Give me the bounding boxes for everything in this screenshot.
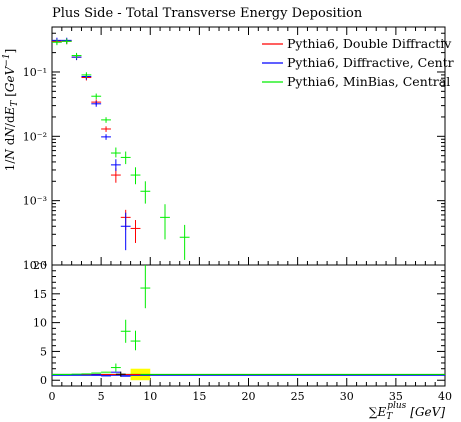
upper-point-2 (120, 151, 131, 165)
lower-series-group (52, 265, 445, 381)
lower-point-2 (140, 265, 151, 309)
upper-point-2 (52, 39, 62, 46)
upper-point-2 (160, 204, 170, 240)
upper-point-2 (101, 117, 111, 123)
upper-tick-label: 10⁻² (23, 130, 47, 143)
upper-point-1 (101, 134, 111, 140)
upper-point-2 (61, 38, 72, 45)
lower-tick-label: 20 (33, 259, 47, 272)
lower-tick-label: 5 (40, 345, 47, 358)
legend-label: Pythia6, Double Diffractiv (287, 36, 452, 51)
upper-point-0 (101, 126, 111, 132)
x-axis-label: ∑ETplus [GeV] (369, 401, 445, 422)
lower-point-2 (110, 363, 121, 372)
x-tick-label: 30 (340, 390, 354, 403)
x-tick-label: 10 (143, 390, 157, 403)
x-tick-label: 25 (291, 390, 305, 403)
upper-point-2 (81, 72, 92, 78)
lower-tick-label: 15 (33, 288, 47, 301)
lower-reference-point (115, 371, 126, 377)
lower-point-2 (130, 330, 141, 351)
x-tick-label: 35 (389, 390, 403, 403)
y-axis-label: 1/N dN/dET [GeV−1] (2, 49, 20, 172)
upper-tick-label: 10⁻⁴ (23, 259, 48, 272)
upper-point-1 (110, 159, 121, 171)
x-tick-label: 15 (192, 390, 206, 403)
upper-point-0 (130, 220, 141, 243)
upper-point-1 (91, 101, 102, 107)
upper-point-2 (91, 93, 102, 100)
x-tick-label: 40 (438, 390, 452, 403)
legend: Pythia6, Double Diffractiv Pythia6, Diffr… (262, 36, 454, 89)
upper-tick-label: 10⁻³ (23, 195, 47, 208)
legend-entry: Pythia6, MinBias, Central (262, 74, 450, 89)
upper-point-2 (179, 224, 190, 260)
legend-label: Pythia6, Diffractive, Centr (287, 55, 454, 70)
legend-entry: Pythia6, Diffractive, Centr (262, 55, 454, 70)
upper-point-2 (110, 147, 121, 158)
chart-title: Plus Side - Total Transverse Energy Depo… (52, 6, 363, 21)
x-tick-label: 5 (98, 390, 105, 403)
x-tick-label: 20 (242, 390, 256, 403)
x-ticks: 0 5 10 15 20 25 30 35 40 (49, 27, 452, 403)
x-tick-label: 0 (49, 390, 56, 403)
upper-point-1 (120, 212, 131, 251)
lower-point-2 (120, 319, 131, 343)
upper-tick-label: 10⁻¹ (23, 66, 47, 79)
lower-y-ticks: 0 5 10 15 20 (33, 259, 445, 387)
upper-point-2 (130, 167, 141, 185)
upper-y-ticks: 10⁻⁴ 10⁻³ 10⁻² 10⁻¹ (23, 26, 445, 272)
upper-series-group (52, 37, 190, 260)
lower-tick-label: 10 (33, 317, 47, 330)
upper-point-2 (140, 181, 151, 204)
legend-label: Pythia6, MinBias, Central (287, 74, 450, 89)
legend-entry: Pythia6, Double Diffractiv (262, 36, 452, 51)
upper-point-2 (71, 52, 82, 59)
lower-tick-label: 0 (40, 374, 47, 387)
